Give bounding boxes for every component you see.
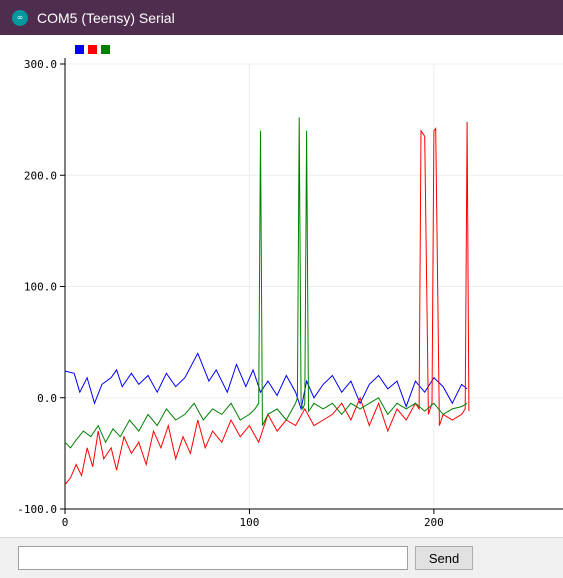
series-line-0 [64, 352, 468, 411]
window-title: COM5 (Teensy) Serial [37, 9, 175, 26]
send-button[interactable]: Send [415, 546, 473, 570]
window-titlebar: ∞ COM5 (Teensy) Serial [0, 0, 563, 35]
serial-plotter-chart: 300.0 200.0 100.0 0.0 -100.0 0 100 200 [0, 35, 563, 537]
y-tick-label-4: -100.0 [17, 503, 57, 516]
x-tick-label-1: 100 [240, 516, 260, 529]
series-line-2 [64, 117, 468, 449]
series-line-1 [64, 121, 470, 485]
y-tick-label-1: 200.0 [24, 169, 57, 182]
plot-svg: 300.0 200.0 100.0 0.0 -100.0 0 100 200 [17, 45, 563, 529]
y-tick-label-2: 100.0 [24, 281, 57, 294]
x-tick-label-2: 200 [424, 516, 444, 529]
y-tick-label-3: 0.0 [37, 392, 57, 405]
legend-swatch-0 [75, 45, 84, 54]
legend-swatch-1 [88, 45, 97, 54]
y-tick-label-0: 300.0 [24, 58, 57, 71]
arduino-infinity-icon: ∞ [12, 9, 28, 26]
serial-send-input[interactable] [18, 546, 408, 570]
send-bar: Send [0, 537, 563, 578]
legend-swatch-2 [101, 45, 110, 54]
x-tick-label-0: 0 [62, 516, 69, 529]
